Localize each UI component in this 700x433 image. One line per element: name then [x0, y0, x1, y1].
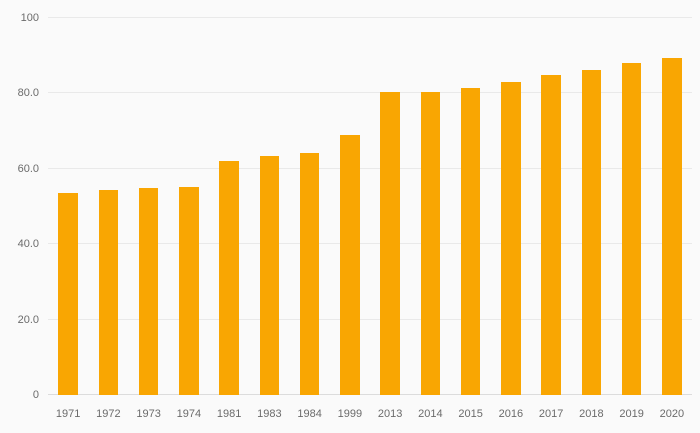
bar-1999[interactable] [340, 134, 360, 395]
bar-slot-1999 [330, 18, 370, 395]
gridline-80.0 [48, 92, 692, 94]
x-tick-label: 1999 [337, 408, 363, 420]
x-slot-2017: 2017 [531, 403, 571, 425]
bar-2017[interactable] [541, 75, 561, 395]
bar-slot-2015 [451, 18, 491, 395]
x-slot-2013: 2013 [370, 403, 410, 425]
bar-slot-2013 [370, 18, 410, 395]
bar-1984[interactable] [299, 152, 320, 395]
bar-slot-1983 [249, 18, 289, 395]
x-tick-label: 2018 [579, 408, 604, 420]
bar-slot-2020 [652, 18, 692, 395]
bar-1983[interactable] [259, 156, 280, 395]
y-tick-label: 60.0 [17, 162, 39, 175]
gridline-20.0 [48, 318, 692, 320]
gridline-60.0 [48, 167, 692, 169]
y-tick-label: 80.0 [17, 87, 39, 100]
bar-slot-1973 [129, 18, 169, 395]
y-tick-label: 0 [32, 389, 39, 401]
x-tick-label: 2013 [377, 408, 403, 420]
bar-slot-2016 [491, 18, 531, 395]
bar-slot-1971 [48, 18, 88, 395]
bar-1971[interactable] [58, 193, 78, 395]
gridline-0 [48, 394, 692, 395]
x-slot-2014: 2014 [410, 403, 450, 425]
bar-1972[interactable] [98, 190, 119, 395]
x-tick-label: 1973 [136, 408, 161, 420]
x-tick-label: 1981 [216, 408, 242, 420]
x-tick-label: 1983 [257, 408, 282, 420]
bar-2018[interactable] [581, 69, 602, 395]
y-tick-label: 100 [20, 12, 39, 24]
x-tick-label: 1984 [297, 408, 322, 420]
x-slot-1971: 1971 [48, 403, 88, 425]
x-tick-label: 2017 [538, 408, 564, 420]
bar-2013[interactable] [380, 91, 400, 395]
x-slot-2018: 2018 [571, 403, 611, 425]
bar-1981[interactable] [219, 161, 239, 395]
bar-slot-2014 [410, 18, 450, 395]
x-slot-1999: 1999 [330, 403, 370, 425]
plot-area: 0 20.0 40.0 60.0 80.0 100 [18, 12, 692, 401]
bar-slot-1974 [169, 18, 209, 395]
gridline-40.0 [48, 243, 692, 245]
bar-2019[interactable] [621, 63, 642, 395]
x-slot-2015: 2015 [451, 403, 491, 425]
bar-2020[interactable] [662, 57, 682, 395]
x-slot-1981: 1981 [209, 403, 249, 425]
bar-1974[interactable] [179, 186, 199, 395]
bars-layer [48, 18, 692, 395]
bar-slot-1981 [209, 18, 249, 395]
x-slot-2019: 2019 [612, 403, 652, 425]
x-slot-1983: 1983 [249, 403, 289, 425]
bar-2015[interactable] [460, 87, 481, 395]
x-slot-1974: 1974 [169, 403, 209, 425]
x-axis-labels: 1971 1972 1973 1974 1981 1983 1984 1999 2013 2014… [48, 403, 692, 425]
bar-slot-1972 [88, 18, 128, 395]
x-slot-1973: 1973 [129, 403, 169, 425]
bar-2016[interactable] [501, 82, 521, 395]
bar-2014[interactable] [420, 91, 441, 395]
x-tick-label: 1974 [176, 408, 202, 420]
bar-slot-2018 [571, 18, 611, 395]
bar-1973[interactable] [138, 188, 159, 395]
x-tick-label: 1972 [96, 408, 121, 420]
y-tick-label: 40.0 [17, 238, 39, 251]
x-slot-2020: 2020 [652, 403, 692, 425]
x-tick-label: 2015 [458, 408, 483, 420]
x-tick-label: 1971 [55, 408, 81, 420]
x-slot-2016: 2016 [491, 403, 531, 425]
gridline-100 [48, 17, 692, 18]
bar-slot-2017 [531, 18, 571, 395]
bar-slot-1984 [290, 18, 330, 395]
x-slot-1984: 1984 [290, 403, 330, 425]
x-tick-label: 2014 [418, 408, 443, 420]
bar-slot-2019 [612, 18, 652, 395]
x-tick-label: 2016 [498, 408, 524, 420]
x-slot-1972: 1972 [88, 403, 128, 425]
x-tick-label: 2020 [659, 408, 685, 420]
y-tick-label: 20.0 [17, 313, 39, 326]
x-tick-label: 2019 [619, 408, 644, 420]
